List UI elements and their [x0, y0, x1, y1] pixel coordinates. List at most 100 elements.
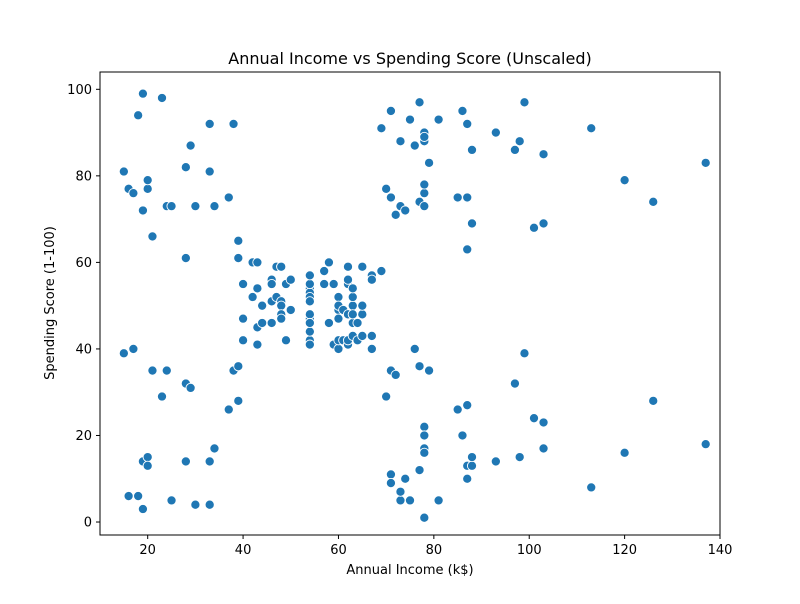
scatter-point	[190, 499, 201, 510]
scatter-point	[538, 443, 549, 454]
scatter-point	[128, 343, 139, 354]
scatter-point	[233, 395, 244, 406]
scatter-point	[509, 144, 520, 155]
scatter-point	[147, 365, 158, 376]
scatter-point	[156, 391, 168, 402]
scatter-point	[404, 114, 416, 125]
scatter-point	[424, 365, 435, 376]
scatter-point	[466, 218, 478, 229]
scatter-point	[385, 105, 396, 116]
scatter-point	[433, 114, 444, 125]
scatter-point	[466, 460, 478, 471]
scatter-point	[252, 283, 263, 294]
x-tick-label: 120	[612, 543, 637, 558]
scatter-point	[376, 265, 387, 277]
scatter-point	[509, 378, 520, 389]
scatter-point	[319, 265, 330, 277]
scatter-point	[519, 97, 530, 108]
scatter-point	[252, 257, 263, 268]
scatter-point	[328, 278, 339, 290]
scatter-point	[381, 183, 392, 194]
scatter-point	[648, 395, 659, 406]
scatter-point	[142, 460, 153, 471]
scatter-point	[347, 300, 358, 311]
scatter-point	[462, 244, 473, 255]
chart-title: Annual Income vs Spending Score (Unscale…	[228, 49, 591, 68]
y-tick-label: 20	[75, 429, 92, 444]
scatter-point	[347, 291, 358, 303]
scatter-point	[319, 278, 330, 290]
scatter-point	[304, 309, 315, 320]
scatter-point	[238, 313, 249, 324]
scatter-point	[180, 253, 191, 264]
scatter-point	[238, 335, 249, 346]
scatter-point	[452, 192, 463, 203]
scatter-point	[123, 491, 134, 502]
scatter-point	[419, 421, 430, 432]
scatter-point	[180, 162, 191, 173]
scatter-point	[276, 300, 287, 311]
scatter-point	[376, 123, 387, 134]
scatter-point	[323, 317, 334, 329]
scatter-point	[304, 339, 315, 350]
scatter-point	[528, 413, 540, 424]
scatter-point	[366, 330, 377, 342]
scatter-point	[357, 261, 368, 272]
scatter-point	[433, 495, 444, 506]
x-axis-label: Annual Income (k$)	[346, 563, 473, 578]
scatter-point	[457, 105, 468, 116]
scatter-point	[161, 365, 172, 376]
scatter-point	[137, 88, 148, 99]
scatter-point	[462, 118, 473, 129]
scatter-point	[204, 166, 215, 177]
scatter-point	[133, 110, 144, 121]
scatter-point	[514, 136, 525, 147]
scatter-point	[462, 192, 473, 203]
scatter-point	[419, 188, 430, 199]
scatter-point	[342, 274, 354, 285]
x-tick-label: 60	[330, 543, 347, 558]
scatter-point	[357, 300, 368, 311]
x-tick-label: 20	[139, 543, 156, 558]
scatter-point	[233, 253, 244, 264]
scatter-point	[118, 166, 129, 177]
scatter-point	[490, 127, 501, 138]
scatter-point	[538, 417, 549, 428]
scatter-point	[357, 309, 368, 320]
scatter-point	[209, 201, 220, 212]
scatter-point	[400, 473, 411, 484]
scatter-point	[357, 330, 368, 342]
scatter-point	[352, 317, 363, 329]
scatter-point	[424, 157, 435, 168]
scatter-point	[700, 157, 711, 168]
scatter-point	[280, 335, 292, 346]
y-tick-label: 0	[84, 516, 92, 531]
y-tick-label: 80	[75, 169, 92, 184]
scatter-point	[390, 369, 401, 380]
scatter-point	[409, 140, 420, 151]
y-axis-label: Spending Score (1-100)	[43, 226, 58, 380]
scatter-point	[419, 447, 430, 458]
scatter-point	[304, 270, 315, 281]
x-tick-label: 80	[426, 543, 443, 558]
scatter-point	[462, 400, 473, 411]
scatter-point	[118, 348, 129, 359]
scatter-point	[414, 465, 425, 476]
scatter-point	[185, 140, 196, 151]
x-tick-label: 100	[517, 543, 542, 558]
scatter-point	[395, 486, 406, 497]
scatter-point	[166, 495, 177, 506]
scatter-point	[366, 274, 377, 285]
scatter-point	[238, 278, 249, 290]
y-axis: 0 20 40 60 80 100	[67, 83, 100, 531]
scatter-point	[409, 343, 420, 354]
scatter-point	[419, 512, 430, 523]
scatter-point	[147, 231, 158, 242]
scatter-point	[400, 205, 411, 216]
scatter-point	[366, 343, 377, 354]
scatter-point	[700, 439, 711, 450]
scatter-point	[223, 192, 234, 203]
scatter-point	[285, 304, 296, 316]
